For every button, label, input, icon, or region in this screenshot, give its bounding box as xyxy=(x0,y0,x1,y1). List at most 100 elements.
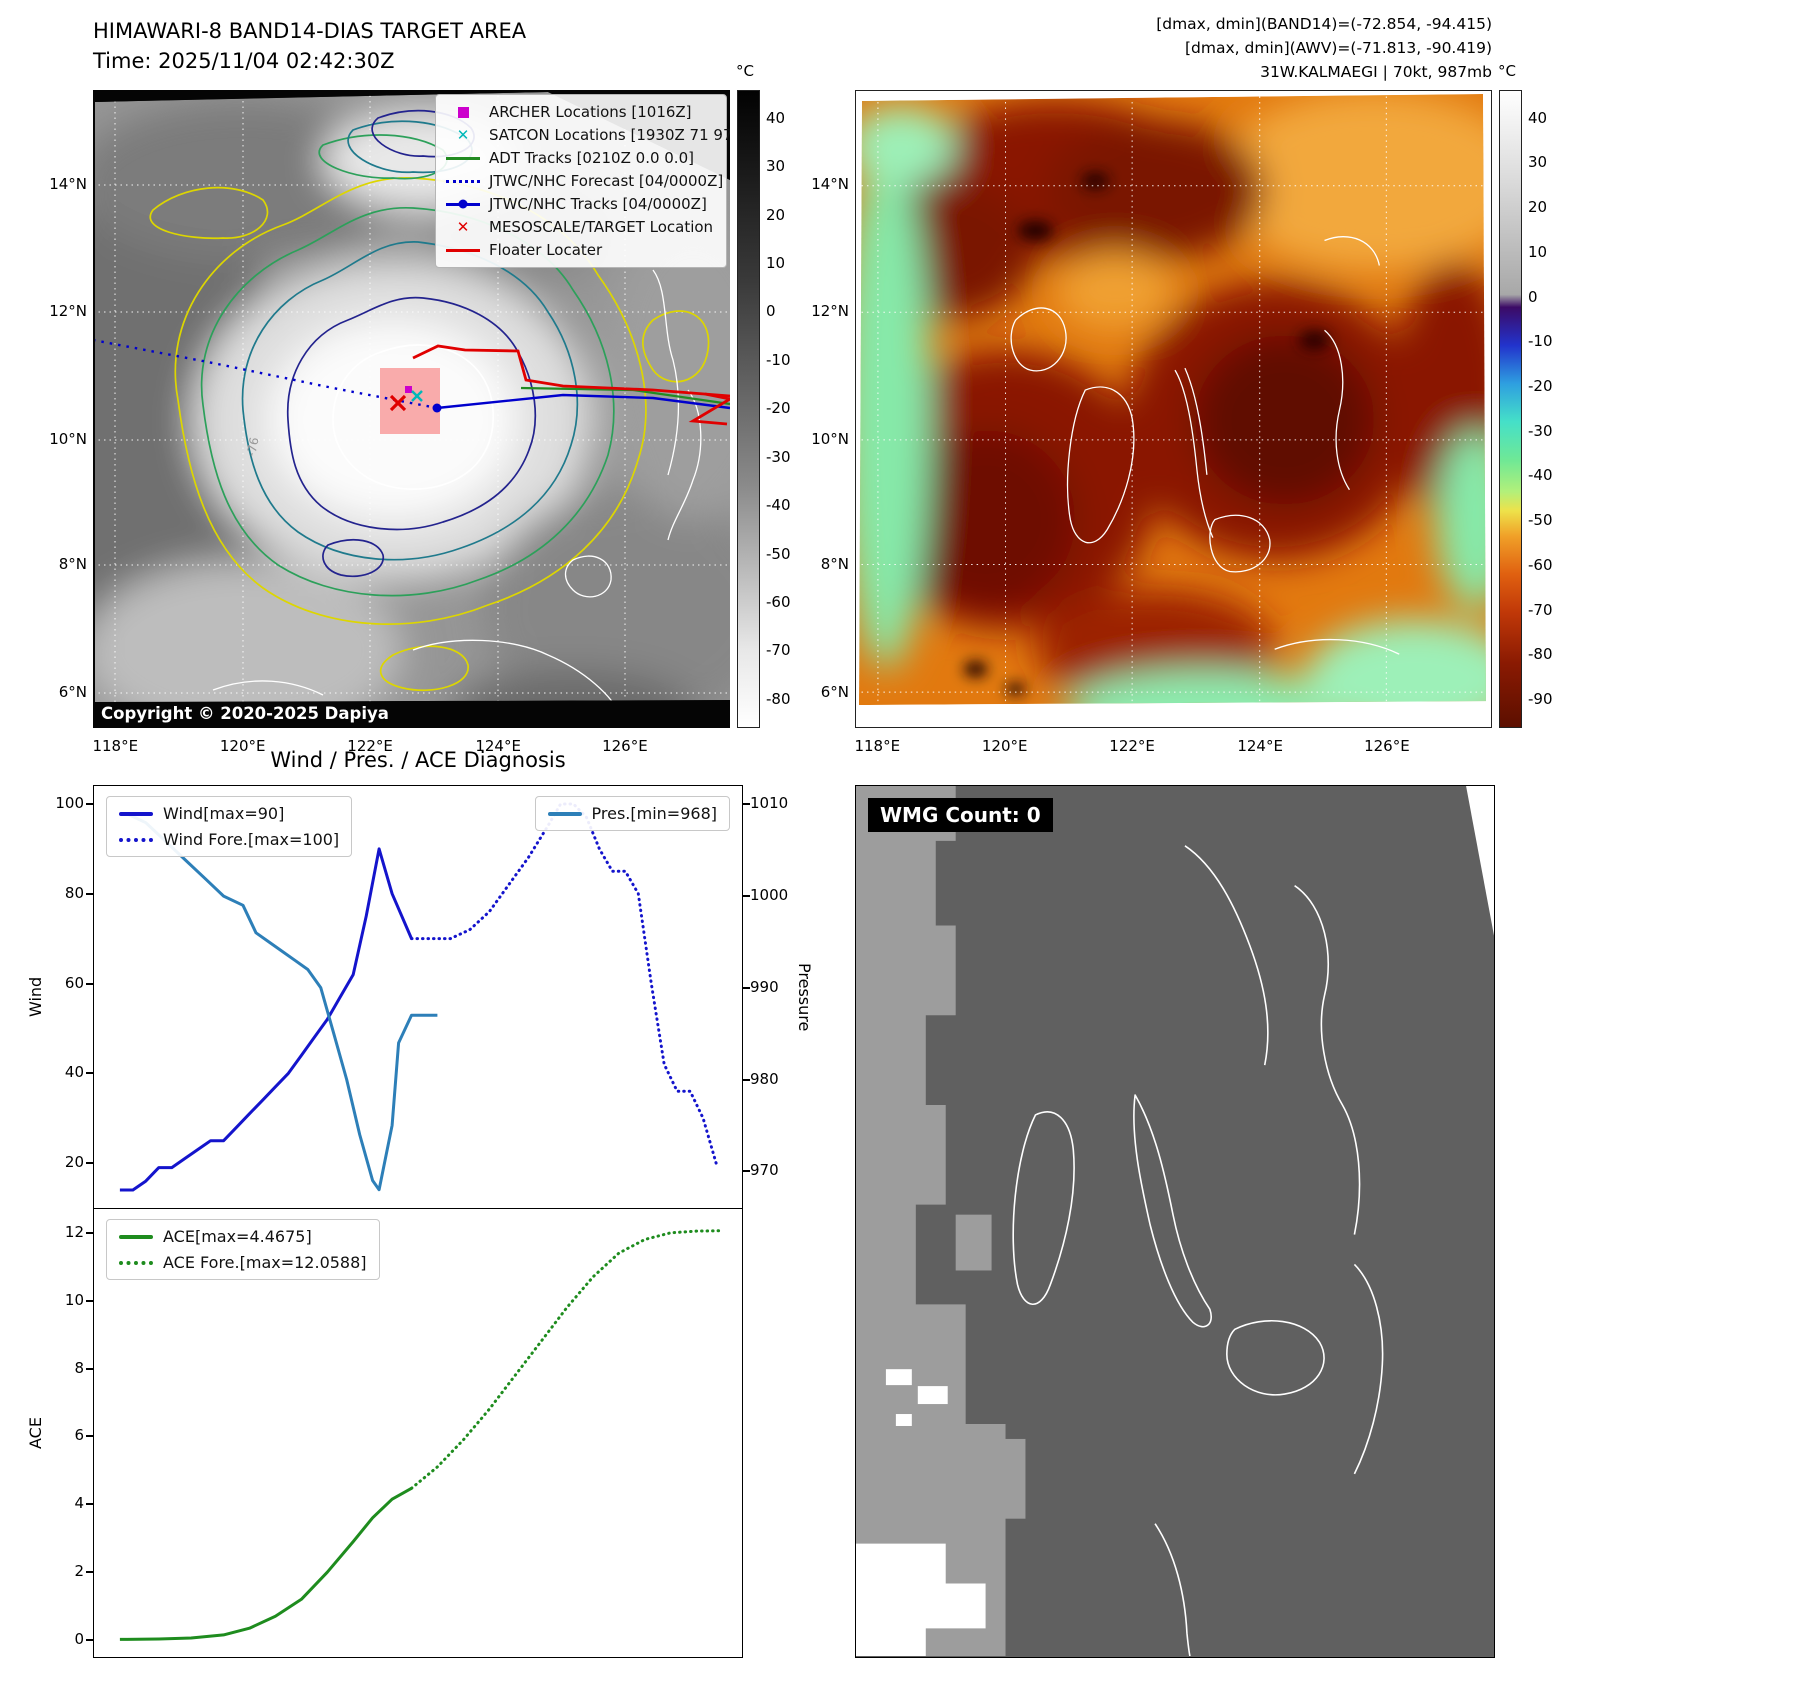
awv-colorbar-tick: -20 xyxy=(1528,376,1553,395)
wind-chart-y2tick-label: 970 xyxy=(750,1161,779,1180)
wind-axis-label: Wind xyxy=(26,976,45,1018)
band14-colorbar-tick: -70 xyxy=(766,641,791,660)
awv-colorbar-tick: 40 xyxy=(1528,108,1548,127)
awv-colorbar-unit: °C xyxy=(1498,62,1516,80)
tick-mark xyxy=(86,1162,94,1165)
band14-lon-label: 120°E xyxy=(219,737,266,755)
tick-mark xyxy=(86,1435,94,1438)
coastlines xyxy=(212,269,702,702)
wind-chart-ytick-label: 20 xyxy=(64,1153,84,1172)
band14-colorbar-tick: 40 xyxy=(766,108,786,127)
ace-legend-label: ACE Fore.[max=12.0588] xyxy=(163,1253,367,1272)
map-legend-item: ARCHER Locations [1016Z] xyxy=(446,103,716,121)
map-legend-item: Floater Locater xyxy=(446,241,716,259)
tick-mark xyxy=(86,1503,94,1506)
map-legend-item: ADT Tracks [0210Z 0.0 0.0] xyxy=(446,149,716,167)
tick-mark xyxy=(86,1072,94,1075)
awv-satellite-image xyxy=(856,91,1491,727)
tick-mark xyxy=(86,982,94,985)
tick-mark xyxy=(86,1299,94,1302)
map-legend-label: JTWC/NHC Tracks [04/0000Z] xyxy=(489,195,707,213)
wind-chart-ytick-label: 60 xyxy=(64,973,84,992)
tick-mark xyxy=(742,895,750,898)
wind-chart-y2tick-label: 1010 xyxy=(750,794,789,813)
ace-chart: ACE 0 2 4 6 8 10 12 ACE[max=4.4675] ACE Fore.[ma… xyxy=(26,1209,743,1658)
target-area-box xyxy=(380,368,440,434)
ace-axis-label: ACE xyxy=(26,1417,45,1449)
band14-colorbar-tick: -80 xyxy=(766,689,791,708)
band14-map: ARCHER Locations [1016Z] ✕ SATCON Location… xyxy=(93,90,730,728)
wind-legend-item: Wind Fore.[max=100] xyxy=(119,830,339,849)
archer-marker xyxy=(405,386,412,393)
band14-lat-label: 6°N xyxy=(58,682,87,701)
dmax-dmin-awv: [dmax, dmin](AWV)=(-71.813, -90.419) xyxy=(1185,39,1492,58)
ace-legend-marker-icon xyxy=(119,1260,153,1265)
ace-chart-ytick-label: 4 xyxy=(74,1494,84,1513)
band14-colorbar-tick: -60 xyxy=(766,593,791,612)
tick-mark xyxy=(742,986,750,989)
dot-marker-icon xyxy=(458,199,468,209)
awv-colorbar-tick: -70 xyxy=(1528,600,1553,619)
tick-mark xyxy=(742,1170,750,1173)
wind-chart-ytick-label: 100 xyxy=(55,793,84,812)
band14-lat-label: 8°N xyxy=(58,554,87,573)
band14-colorbar-tick: 10 xyxy=(766,254,786,272)
band14-lon-label: 124°E xyxy=(475,737,521,755)
pressure-legend-item: Pres.[min=968] xyxy=(547,804,717,823)
awv-colorbar-tick: -50 xyxy=(1528,511,1553,530)
wind-legend-marker-icon xyxy=(119,837,153,842)
coastlines xyxy=(1012,845,1384,1657)
band14-lat-label: 10°N xyxy=(49,429,87,448)
awv-colorbar-tick: 20 xyxy=(1528,198,1548,217)
band14-title: HIMAWARI-8 BAND14-DIAS TARGET AREA xyxy=(93,19,527,43)
line-legend-icon xyxy=(446,242,480,258)
band14-colorbar-unit: °C xyxy=(736,62,754,80)
diagnosis-chart-title: Wind / Pres. / ACE Diagnosis xyxy=(270,748,566,772)
awv-colorbar-tick: 0 xyxy=(1528,287,1538,306)
tick-mark xyxy=(86,1571,94,1574)
awv-colorbar-tick: -10 xyxy=(1528,332,1553,351)
band14-colorbar-tick: 0 xyxy=(766,302,776,321)
ace-chart-ytick-label: 8 xyxy=(74,1358,84,1377)
wind-legend-item: Wind[max=90] xyxy=(119,804,339,823)
line-legend-icon xyxy=(446,150,480,166)
map-legend-label: MESOSCALE/TARGET Location xyxy=(489,218,714,236)
awv-lat-label: 10°N xyxy=(811,429,849,448)
copyright-text: Copyright © 2020-2025 Dapiya xyxy=(101,704,389,723)
band14-colorbar-tick: 30 xyxy=(766,157,786,176)
coastlines xyxy=(1010,236,1400,655)
awv-colorbar-tick: -80 xyxy=(1528,645,1553,664)
map-legend-label: Floater Locater xyxy=(489,241,603,259)
wind-legend: Wind[max=90] Wind Fore.[max=100] xyxy=(106,796,353,857)
wind-chart-ytick-label: 80 xyxy=(64,883,84,902)
band14-colorbar-tick: -20 xyxy=(766,399,791,418)
band14-panel-header: HIMAWARI-8 BAND14-DIAS TARGET AREA Time:… xyxy=(93,16,526,77)
tick-mark xyxy=(86,1367,94,1370)
wind-pressure-chart: Wind Pressure 20 40 60 80 100 970 980 990 1000 10… xyxy=(26,785,814,1209)
band14-colorbar-tick: -10 xyxy=(766,350,791,369)
map-legend-label: JTWC/NHC Forecast [04/0000Z] xyxy=(489,172,724,190)
jtwc-position-marker xyxy=(432,403,442,413)
ace-legend-label: ACE[max=4.4675] xyxy=(163,1227,312,1246)
wind-chart-y2tick-label: 980 xyxy=(750,1069,779,1088)
tick-mark xyxy=(86,1639,94,1642)
band14-map-legend: ARCHER Locations [1016Z] ✕ SATCON Location… xyxy=(435,94,730,268)
awv-lat-label: 8°N xyxy=(820,554,849,573)
ace-legend-item: ACE Fore.[max=12.0588] xyxy=(119,1253,367,1272)
square-legend-icon xyxy=(446,104,480,120)
map-legend-label: ADT Tracks [0210Z 0.0 0.0] xyxy=(489,149,694,167)
ace-chart-ytick-label: 10 xyxy=(64,1290,84,1309)
awv-map xyxy=(855,90,1492,728)
tick-mark xyxy=(742,1078,750,1081)
jtwc-forecast-track xyxy=(95,338,438,410)
x-legend-icon: ✕ xyxy=(446,219,480,235)
awv-info-block: [dmax, dmin](BAND14)=(-72.854, -94.415) … xyxy=(992,12,1492,84)
wind-legend-marker-icon xyxy=(119,811,153,816)
series-ACE Fore.[max=12.0588] xyxy=(410,1229,725,1490)
dotted-line-marker-icon xyxy=(446,179,480,183)
x-marker-icon: ✕ xyxy=(456,217,470,236)
band14-colorbar-tick: -30 xyxy=(766,447,791,466)
masked-region xyxy=(856,786,1006,1657)
jtwc-track xyxy=(436,393,730,410)
tick-mark xyxy=(86,1231,94,1234)
